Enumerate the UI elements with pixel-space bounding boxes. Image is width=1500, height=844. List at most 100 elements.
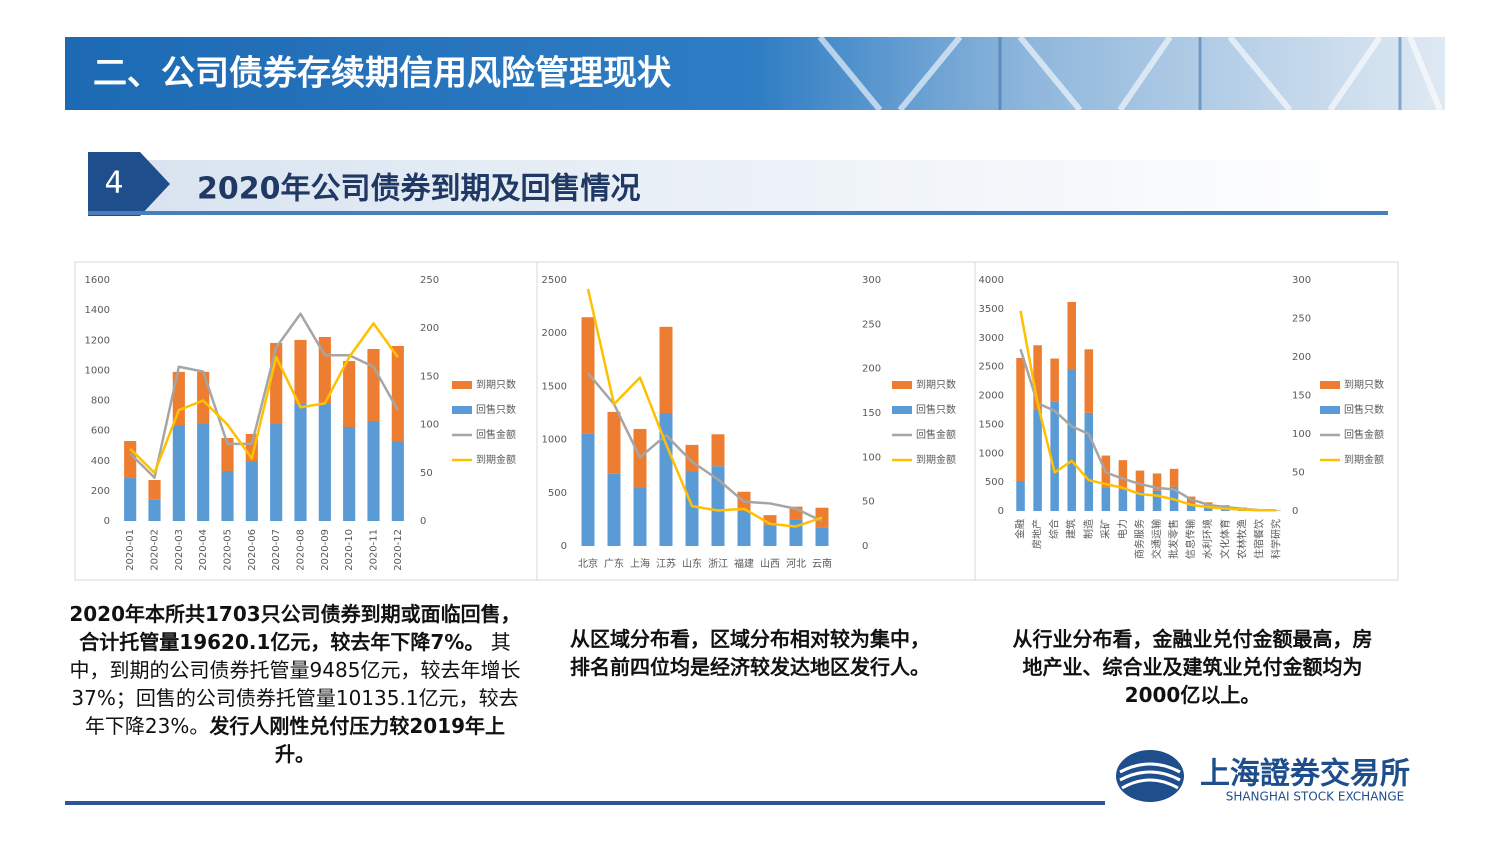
section-number: 4 xyxy=(104,166,123,201)
caption-text: 从区域分布看，区域分布相对较为集中，排名前四位均是经济较发达地区发行人。 xyxy=(570,627,930,679)
line-series xyxy=(1019,310,1277,512)
footer-line xyxy=(65,801,1105,805)
y2-tick-label: 100 xyxy=(862,452,881,463)
bar xyxy=(1016,480,1025,511)
y-tick-label: 2000 xyxy=(542,328,567,339)
x-tick-label: 综合 xyxy=(1048,519,1061,539)
bar xyxy=(1152,490,1162,511)
y2-tick-label: 250 xyxy=(1292,314,1311,325)
x-tick-label: 2020-08 xyxy=(296,529,307,571)
legend-label: 到期只数 xyxy=(916,378,956,391)
y2-tick-label: 250 xyxy=(420,275,439,286)
y2-tick-label: 150 xyxy=(420,371,439,382)
x-tick-label: 2020-04 xyxy=(198,529,209,571)
bar xyxy=(633,487,647,546)
bar xyxy=(318,403,331,521)
y2-tick-label: 0 xyxy=(1292,506,1298,517)
y-tick-label: 500 xyxy=(548,488,567,499)
y2-tick-label: 50 xyxy=(1292,468,1305,479)
y2-tick-label: 0 xyxy=(420,516,426,527)
bar xyxy=(1118,489,1128,511)
bar xyxy=(659,413,673,546)
y-tick-label: 500 xyxy=(985,477,1004,488)
section-band xyxy=(140,160,1388,212)
y-tick-label: 1200 xyxy=(85,335,110,346)
x-tick-label: 文化体育 xyxy=(1218,519,1231,559)
bar xyxy=(581,317,595,434)
x-tick-label: 江苏 xyxy=(656,557,676,570)
bar xyxy=(172,425,185,521)
legend-label: 回售只数 xyxy=(476,403,516,416)
logo-mark xyxy=(1116,750,1184,802)
y-tick-label: 0 xyxy=(561,541,567,552)
bar xyxy=(1084,349,1094,413)
header-title: 二、公司债券存续期信用风险管理现状 xyxy=(93,54,672,94)
caption-text: 2020年本所共1703只公司债券到期或面临回售，合计托管量19620.1亿元，… xyxy=(69,602,521,654)
x-tick-label: 信息传输 xyxy=(1184,519,1197,559)
bar xyxy=(659,326,673,413)
bar xyxy=(1118,460,1128,490)
bar xyxy=(343,361,356,428)
y-tick-label: 1000 xyxy=(979,448,1004,459)
x-tick-label: 2020-09 xyxy=(320,529,331,571)
x-tick-label: 河北 xyxy=(786,558,806,570)
y2-tick-label: 300 xyxy=(862,275,881,286)
x-tick-label: 北京 xyxy=(578,557,598,570)
legend-swatch xyxy=(892,381,912,389)
bar xyxy=(1067,369,1076,511)
bar xyxy=(124,478,137,521)
bar xyxy=(270,423,283,521)
bar xyxy=(197,371,210,424)
x-tick-label: 水利环境 xyxy=(1201,519,1214,559)
y-tick-label: 2500 xyxy=(542,275,567,286)
legend-label: 回售金额 xyxy=(1344,428,1384,441)
bar xyxy=(294,339,307,404)
bar xyxy=(367,420,380,521)
legend-label: 回售只数 xyxy=(1344,403,1384,416)
line-series xyxy=(587,372,823,523)
chart-frame xyxy=(536,261,976,581)
legend-swatch xyxy=(1320,381,1340,389)
x-tick-label: 电力 xyxy=(1116,519,1129,539)
y-tick-label: 2000 xyxy=(979,391,1004,402)
y2-tick-label: 100 xyxy=(1292,429,1311,440)
chart-frame xyxy=(974,261,1399,581)
x-tick-label: 2020-01 xyxy=(125,529,136,571)
bar xyxy=(1135,470,1145,492)
x-tick-label: 2020-02 xyxy=(150,529,161,571)
bar xyxy=(1050,401,1059,511)
bar xyxy=(711,466,725,546)
bar xyxy=(1050,358,1059,402)
y-tick-label: 0 xyxy=(104,516,110,527)
x-tick-label: 福建 xyxy=(734,557,754,570)
y-tick-label: 0 xyxy=(998,506,1004,517)
y2-tick-label: 200 xyxy=(1292,352,1311,363)
x-tick-label: 制造 xyxy=(1082,519,1095,539)
y-tick-label: 1400 xyxy=(85,305,110,316)
legend-label: 到期金额 xyxy=(476,453,516,466)
bar xyxy=(270,342,283,424)
caption: 从行业分布看，金融业兑付金额最高，房地产业、综合业及建筑业兑付金额均为2000亿… xyxy=(1010,625,1375,709)
bar xyxy=(1033,409,1042,511)
y-tick-label: 200 xyxy=(91,486,110,497)
y-tick-label: 1600 xyxy=(85,275,110,286)
y-tick-label: 1000 xyxy=(85,365,110,376)
x-tick-label: 山东 xyxy=(682,557,702,570)
y2-tick-label: 150 xyxy=(862,408,881,419)
bar xyxy=(737,510,751,546)
bar xyxy=(318,336,331,404)
legend-label: 到期只数 xyxy=(476,378,516,391)
caption: 2020年本所共1703只公司债券到期或面临回售，合计托管量19620.1亿元，… xyxy=(65,600,525,768)
bar xyxy=(763,524,777,546)
y-tick-label: 3000 xyxy=(979,333,1004,344)
bar xyxy=(815,527,829,546)
logo-name: 上海證券交易所 xyxy=(1200,757,1410,792)
x-tick-label: 广东 xyxy=(604,557,624,570)
y2-tick-label: 300 xyxy=(1292,275,1311,286)
legend-label: 回售金额 xyxy=(916,428,956,441)
line-series xyxy=(586,288,823,528)
x-tick-label: 2020-07 xyxy=(271,529,282,571)
bar xyxy=(685,471,699,546)
x-tick-label: 交通运输 xyxy=(1150,519,1163,559)
